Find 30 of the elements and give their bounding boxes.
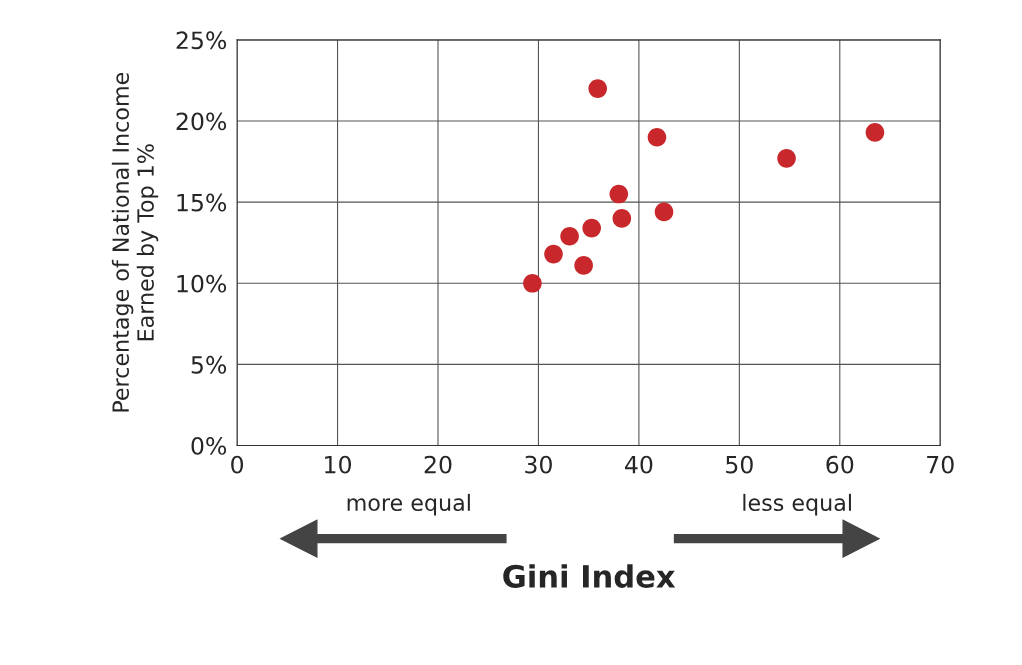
- x-tick-label: 20: [424, 455, 452, 474]
- y-tick-label: 25%: [176, 31, 227, 50]
- text: more equal: [347, 493, 470, 516]
- point: [612, 209, 632, 228]
- x-tick-label: 30: [525, 455, 552, 474]
- y-axis-title: Percentage of National Income Earned by Top 1%: [111, 72, 159, 412]
- point: [609, 184, 629, 204]
- x-tick-label: 60: [826, 455, 854, 474]
- point: [588, 79, 608, 98]
- x-tick-label: 0: [231, 455, 244, 474]
- point: [865, 123, 885, 142]
- x-tick-label: 50: [726, 455, 753, 474]
- y-tick-label: 20%: [176, 112, 227, 131]
- x-tick-label: 70: [927, 455, 954, 474]
- point: [560, 226, 579, 246]
- x-axis-title: Gini Index: [503, 564, 676, 588]
- point: [523, 273, 542, 293]
- y-tick-label: 5%: [191, 355, 227, 374]
- y-tick-label: 10%: [177, 274, 227, 293]
- y-tick-label: 0%: [191, 437, 227, 455]
- point: [647, 127, 667, 147]
- x-tick-label: 40: [625, 455, 653, 474]
- x-tick-label: 10: [325, 455, 352, 474]
- text: less equal: [743, 493, 851, 516]
- point: [582, 218, 601, 238]
- y-tick-label: 15%: [177, 193, 227, 212]
- point: [574, 256, 593, 275]
- point: [544, 244, 563, 264]
- point: [777, 149, 796, 168]
- point: [654, 202, 674, 222]
